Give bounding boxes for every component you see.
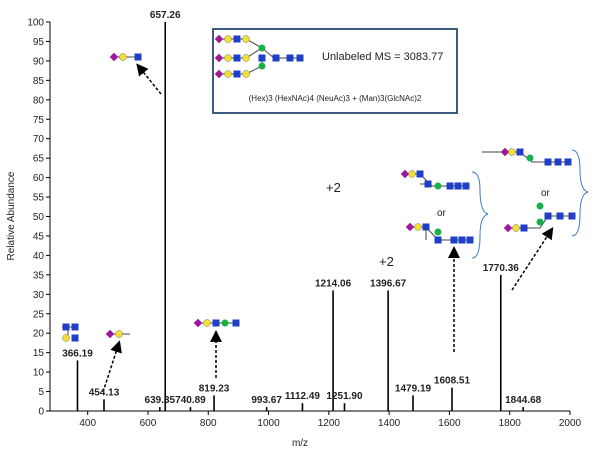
y-tick-label: 10 (33, 368, 45, 379)
glycan-icons (62, 52, 589, 342)
x-tick-label: 1600 (438, 418, 461, 429)
peak-label: 819.23 (199, 383, 230, 394)
peak-label: 1214.06 (315, 278, 352, 289)
arrows (102, 63, 554, 393)
y-tick-label: 65 (33, 154, 45, 165)
y-tick-label: 35 (33, 270, 45, 281)
x-tick-label: 400 (79, 418, 96, 429)
x-axis-label: m/z (292, 438, 308, 449)
or-label: or (437, 208, 447, 219)
y-tick-label: 50 (33, 212, 45, 223)
peak-label: 1770.36 (483, 263, 520, 274)
x-tick-label: 1200 (318, 418, 341, 429)
y-tick-label: 45 (33, 231, 45, 242)
y-tick-label: 55 (33, 193, 45, 204)
peak-label: 1608.51 (434, 376, 471, 387)
y-tick-label: 40 (33, 251, 45, 262)
peak-label: 366.19 (62, 348, 93, 359)
x-tick-label: 1800 (499, 418, 522, 429)
box-mass: Unlabeled MS = 3083.77 (322, 51, 443, 63)
y-tick-label: 25 (33, 309, 45, 320)
y-tick-label: 90 (33, 56, 45, 67)
y-tick-label: 70 (33, 134, 45, 145)
or-label: or (541, 188, 551, 199)
peak-label: 454.13 (89, 387, 120, 398)
y-tick-label: 30 (33, 290, 45, 301)
y-tick-label: 0 (38, 407, 44, 418)
x-tick-label: 600 (140, 418, 157, 429)
y-tick-label: 60 (33, 173, 45, 184)
peak-label: 1112.49 (285, 391, 320, 402)
peak-label: 740.89 (175, 395, 206, 406)
x-tick-label: 800 (200, 418, 217, 429)
peak-label: 639.35 (145, 395, 176, 406)
y-tick-label: 80 (33, 95, 45, 106)
y-tick-label: 15 (33, 348, 45, 359)
y-tick-label: 20 (33, 329, 45, 340)
peak-label: 993.67 (251, 395, 282, 406)
y-tick-label: 85 (33, 76, 45, 87)
charge-label: +2 (326, 180, 341, 195)
charge-label: +2 (379, 254, 394, 269)
x-tick-label: 1400 (378, 418, 401, 429)
legend-box: Unlabeled MS = 3083.77 (Hex)3 (HexNAc)4 … (212, 28, 458, 114)
box-formula: (Hex)3 (HexNAc)4 (NeuAc)3 + (Man)3(GlcNA… (249, 94, 422, 103)
y-tick-label: 95 (33, 37, 45, 48)
peak-label: 1844.68 (505, 395, 542, 406)
peak-label: 1479.19 (395, 383, 432, 394)
y-axis-label: Relative Abundance (6, 171, 17, 260)
y-tick-label: 5 (38, 387, 44, 398)
x-tick-label: 2000 (559, 418, 582, 429)
peak-label: 1396.67 (370, 278, 407, 289)
peak-label: 1251.90 (326, 391, 363, 402)
peak-label: 657.26 (150, 10, 181, 21)
x-tick-label: 1000 (257, 418, 280, 429)
y-tick-label: 75 (33, 115, 45, 126)
y-tick-label: 100 (27, 18, 44, 29)
